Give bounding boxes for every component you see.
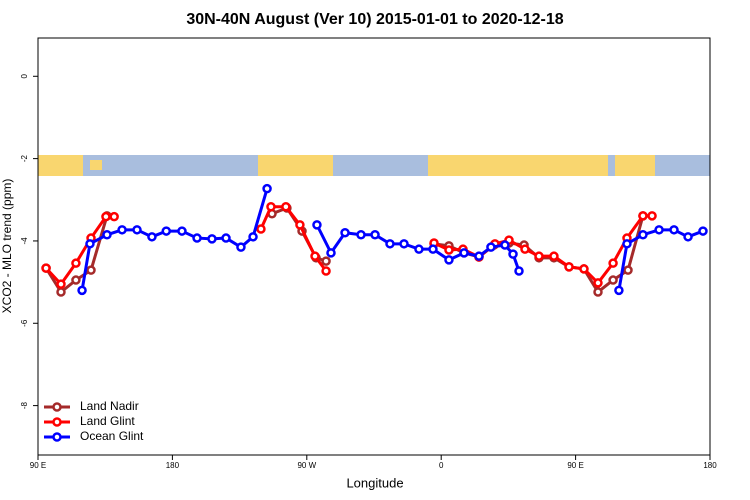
land-band [615,155,655,176]
point [654,225,664,235]
point [321,256,331,266]
point [385,239,395,249]
point [534,251,544,261]
x-tick-label: 90 E [567,461,583,470]
point [520,244,530,254]
x-axis-label: Longitude [346,475,403,490]
point [340,227,350,238]
point [474,251,484,261]
point [147,232,157,242]
point [486,242,496,252]
point [622,239,632,249]
plot-frame [37,37,711,456]
legend-marker [52,417,62,427]
land-band [38,155,83,176]
chart-title: 30N-40N August (Ver 10) 2015-01-01 to 20… [186,11,563,28]
point [71,258,81,268]
point [85,239,95,249]
y-axis-label: XCO2 - MLO trend (ppm) [0,179,14,314]
x-tick-label: 90 E [30,461,46,470]
point [207,234,217,244]
point [86,265,96,275]
point [295,220,305,230]
point [623,265,633,275]
point [647,211,657,221]
x-tick-label: 0 [439,461,444,470]
ocean-band [38,155,710,176]
legend-label: Land Nadir [80,399,139,413]
series-line [80,188,704,291]
point [321,266,331,276]
point [564,262,574,272]
point [669,225,679,235]
point [444,255,454,265]
point [312,220,322,230]
x-tick-label: 180 [703,461,717,470]
legend-label: Ocean Glint [80,429,144,443]
legend-marker [52,402,62,412]
point [161,226,172,236]
point [132,225,142,235]
series-line [44,206,645,295]
point [192,233,202,243]
point [281,202,291,212]
point [549,251,559,261]
point [77,285,87,296]
series-line [44,205,653,287]
point [326,248,336,258]
land-band [90,160,102,170]
y-tick-label: -6 [20,319,29,327]
point [41,263,51,273]
point [514,266,524,276]
point [56,279,66,289]
point [256,224,266,234]
legend-label: Land Glint [80,414,135,428]
point [236,242,246,252]
point [638,230,648,240]
point [608,258,618,268]
x-tick-label: 90 W [297,461,316,470]
point [310,251,320,261]
point [71,275,81,285]
point [414,244,424,254]
point [102,230,112,240]
point [177,226,187,236]
point [370,230,380,240]
point [262,183,272,194]
point [698,226,708,236]
point [500,240,510,250]
point [459,248,469,258]
point [109,211,119,222]
legend-marker [52,432,62,442]
land-band [428,155,608,176]
y-tick-label: -4 [20,237,29,245]
point [508,249,518,259]
map-strip [38,155,710,176]
point [614,285,624,296]
point [683,232,693,242]
y-tick-label: -8 [20,402,29,410]
point [428,244,438,254]
point [101,211,111,222]
point [356,230,366,240]
point [248,232,258,242]
point [399,239,409,249]
point [608,275,618,285]
point [593,287,603,297]
point [593,278,603,288]
y-tick-label: -2 [20,155,29,163]
point [579,264,589,274]
point [117,225,127,235]
x-tick-label: 180 [166,461,180,470]
point [56,287,66,297]
point [444,245,454,255]
land-band [258,155,333,176]
point [266,202,276,212]
point [221,233,231,243]
point [638,211,648,221]
y-tick-label: 0 [20,74,29,79]
